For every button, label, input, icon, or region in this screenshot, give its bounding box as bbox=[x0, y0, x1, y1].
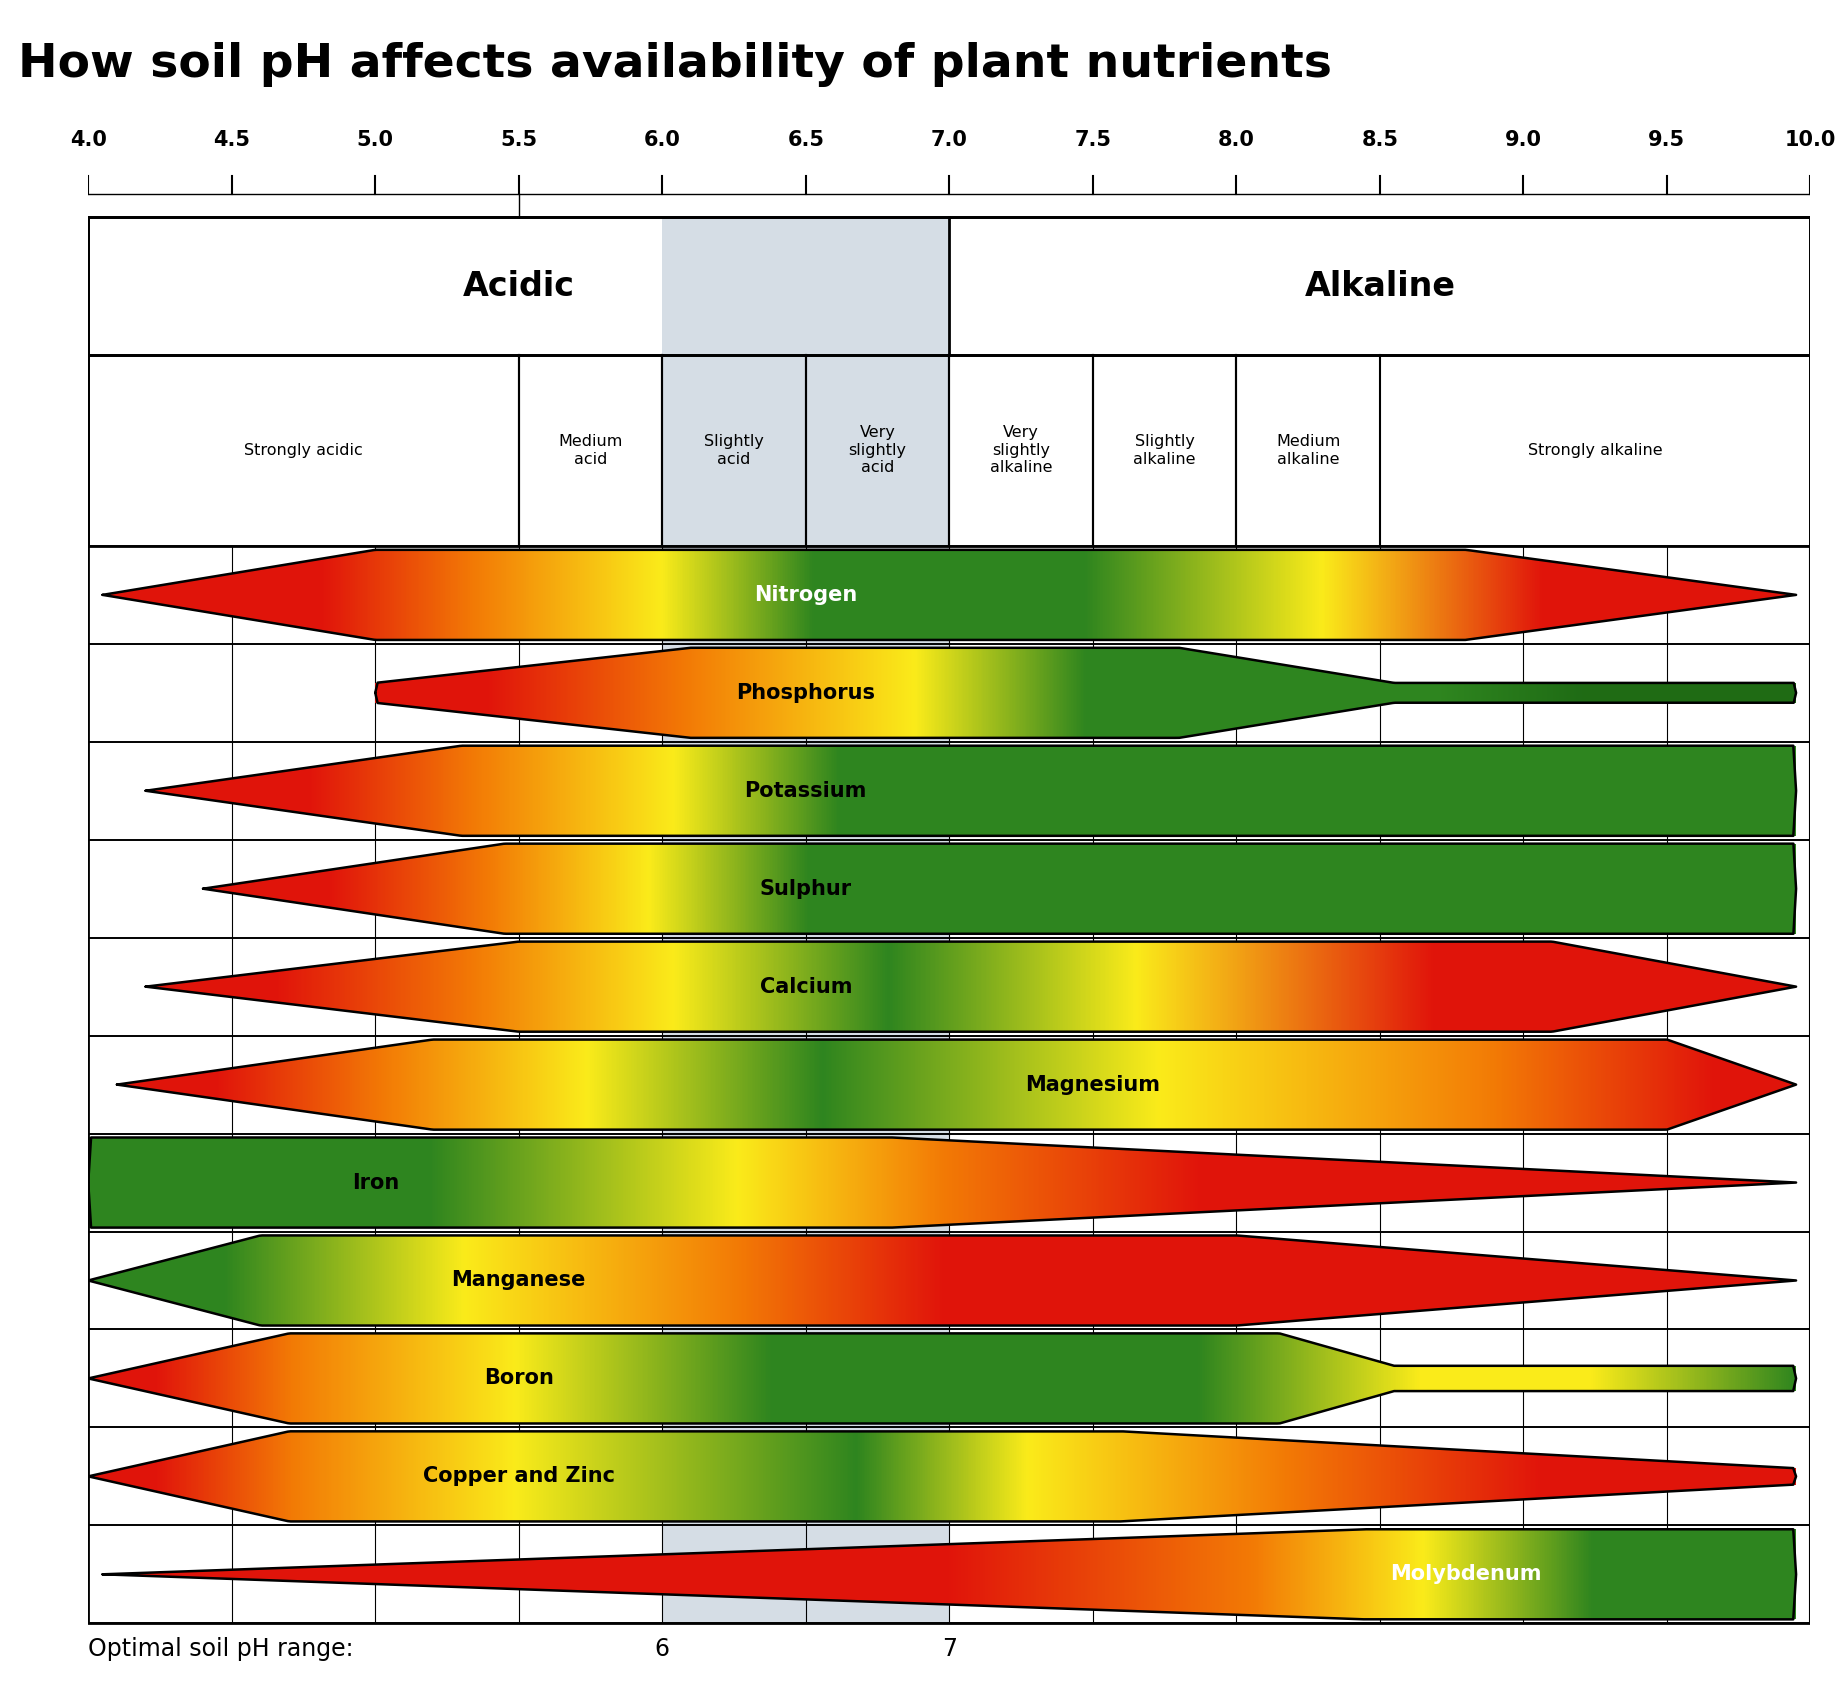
Text: Slightly
acid: Slightly acid bbox=[704, 435, 765, 467]
Text: Acidic: Acidic bbox=[463, 270, 575, 302]
Text: How soil pH affects availability of plant nutrients: How soil pH affects availability of plan… bbox=[18, 42, 1333, 88]
Text: 8.5: 8.5 bbox=[1362, 131, 1399, 149]
Bar bbox=[662, 1428, 948, 1525]
Bar bbox=[88, 841, 1810, 937]
Text: Very
slightly
acid: Very slightly acid bbox=[849, 426, 906, 475]
Text: 5.0: 5.0 bbox=[357, 131, 393, 149]
Text: Medium
alkaline: Medium alkaline bbox=[1276, 435, 1340, 467]
Text: 10.0: 10.0 bbox=[1785, 131, 1836, 149]
Text: 6: 6 bbox=[654, 1637, 669, 1661]
Bar bbox=[88, 937, 1810, 1036]
Text: 6.0: 6.0 bbox=[643, 131, 680, 149]
Text: 5.5: 5.5 bbox=[500, 131, 537, 149]
Bar bbox=[662, 1525, 948, 1623]
Text: Sulphur: Sulphur bbox=[759, 878, 851, 898]
Bar bbox=[88, 1036, 1810, 1134]
Text: Very
slightly
alkaline: Very slightly alkaline bbox=[991, 426, 1053, 475]
Bar bbox=[88, 1134, 1810, 1231]
Text: Nitrogen: Nitrogen bbox=[754, 584, 858, 604]
Bar bbox=[88, 742, 1810, 841]
Text: Manganese: Manganese bbox=[452, 1270, 586, 1290]
Bar bbox=[662, 1330, 948, 1428]
Text: Medium
acid: Medium acid bbox=[559, 435, 623, 467]
Text: 4.5: 4.5 bbox=[213, 131, 250, 149]
Bar bbox=[662, 547, 948, 644]
Text: Optimal soil pH range:: Optimal soil pH range: bbox=[88, 1637, 353, 1661]
Bar bbox=[662, 1231, 948, 1330]
Text: 4.0: 4.0 bbox=[70, 131, 107, 149]
Text: 7.5: 7.5 bbox=[1075, 131, 1112, 149]
Text: 7.0: 7.0 bbox=[930, 131, 969, 149]
Text: 9.0: 9.0 bbox=[1505, 131, 1542, 149]
Text: Strongly alkaline: Strongly alkaline bbox=[1527, 443, 1662, 458]
Text: Molybdenum: Molybdenum bbox=[1390, 1564, 1542, 1584]
Text: Copper and Zinc: Copper and Zinc bbox=[423, 1467, 614, 1486]
Bar bbox=[88, 1330, 1810, 1428]
Bar bbox=[662, 1036, 948, 1134]
Text: Strongly acidic: Strongly acidic bbox=[244, 443, 362, 458]
Text: 8.0: 8.0 bbox=[1219, 131, 1255, 149]
Bar bbox=[88, 644, 1810, 742]
Bar bbox=[662, 217, 948, 1623]
Bar bbox=[662, 742, 948, 841]
Bar bbox=[662, 937, 948, 1036]
Bar bbox=[662, 644, 948, 742]
Text: Slightly
alkaline: Slightly alkaline bbox=[1134, 435, 1197, 467]
Text: Phosphorus: Phosphorus bbox=[737, 683, 875, 703]
Text: Iron: Iron bbox=[351, 1173, 399, 1192]
Text: 9.5: 9.5 bbox=[1649, 131, 1685, 149]
Text: Magnesium: Magnesium bbox=[1026, 1075, 1160, 1095]
Bar bbox=[88, 1428, 1810, 1525]
Text: 6.5: 6.5 bbox=[787, 131, 823, 149]
Bar bbox=[662, 841, 948, 937]
Bar bbox=[662, 1134, 948, 1231]
Text: Alkaline: Alkaline bbox=[1305, 270, 1456, 302]
Bar bbox=[88, 547, 1810, 644]
Text: Calcium: Calcium bbox=[759, 976, 853, 997]
Bar bbox=[88, 1231, 1810, 1330]
Text: 7: 7 bbox=[941, 1637, 958, 1661]
Text: Potassium: Potassium bbox=[744, 781, 868, 801]
Text: Boron: Boron bbox=[483, 1369, 553, 1389]
Bar bbox=[88, 1525, 1810, 1623]
